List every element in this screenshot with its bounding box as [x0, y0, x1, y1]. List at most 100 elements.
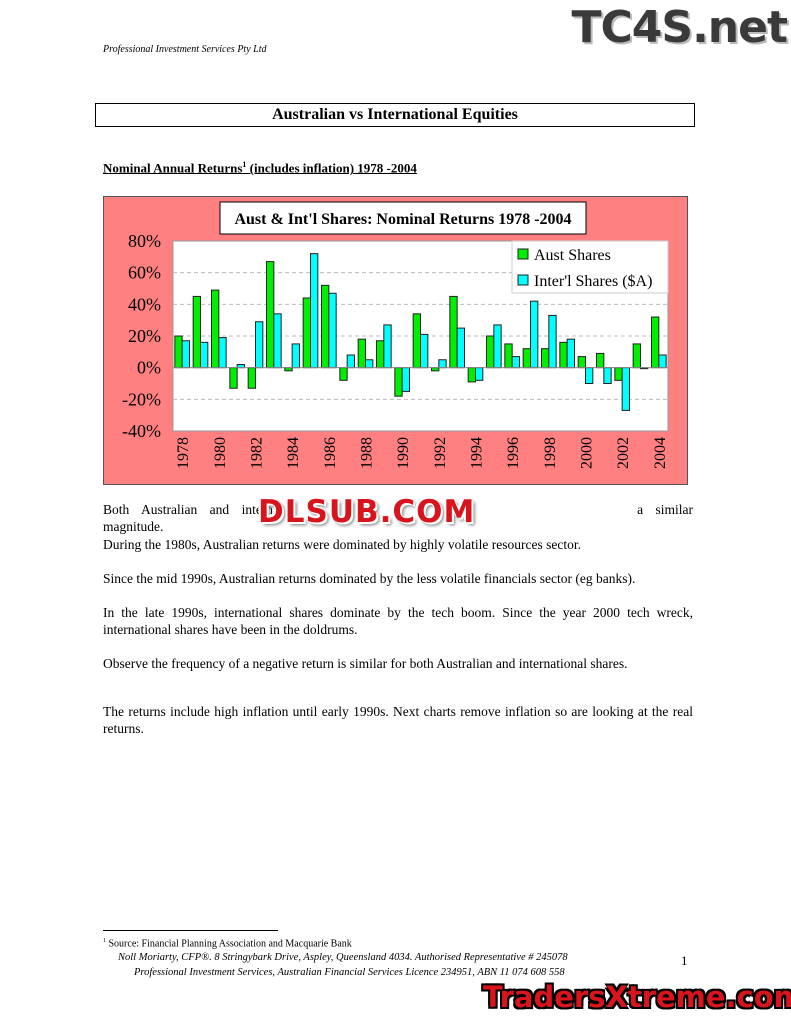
bar-aust-1978	[174, 335, 183, 369]
bar-intl-1994	[475, 367, 484, 381]
header-company: Professional Investment Services Pty Ltd	[103, 44, 267, 55]
paragraph-6: The returns include high inflation until…	[103, 704, 693, 736]
footer-line-1: Noll Moriarty, CFP®. 8 Stringybark Drive…	[118, 952, 568, 963]
x-tick-label: 1980	[212, 437, 229, 469]
footnote-text: Source: Financial Planning Association a…	[108, 938, 352, 950]
y-tick-label: -20%	[122, 389, 161, 409]
x-tick-label: 2004	[652, 437, 669, 469]
bar-intl-1990	[401, 367, 410, 392]
y-tick-label: -40%	[122, 421, 161, 441]
bar-intl-1985	[310, 253, 319, 369]
y-tick-label: 60%	[128, 263, 161, 283]
bar-aust-1989	[376, 340, 385, 369]
bar-intl-1988	[365, 359, 374, 369]
watermark-tc4s: TC4S.net	[571, 2, 788, 53]
bar-intl-2002	[621, 367, 631, 411]
paragraph-3: Since the mid 1990s, Australian returns …	[103, 571, 636, 586]
bar-aust-1996	[504, 343, 513, 369]
bar-aust-1997	[522, 348, 531, 369]
paragraph-2: During the 1980s, Australian returns wer…	[103, 537, 582, 552]
bar-aust-1990	[394, 367, 403, 397]
legend-box	[511, 240, 669, 294]
bar-aust-1993	[449, 295, 458, 369]
bar-aust-1986	[321, 284, 330, 369]
bar-intl-1992	[438, 359, 447, 369]
x-tick-label: 1992	[432, 437, 449, 469]
bar-aust-2001	[596, 352, 605, 369]
section-heading: Nominal Annual Returns1 (includes inflat…	[103, 160, 417, 176]
x-tick-label: 1996	[505, 437, 522, 469]
bar-aust-1988	[357, 338, 367, 369]
bar-intl-2004	[658, 354, 667, 369]
legend-label: Aust Shares	[534, 247, 611, 264]
x-tick-label: 2000	[579, 437, 596, 469]
chart-title-box	[219, 201, 587, 235]
bar-aust-1991	[412, 313, 421, 369]
y-tick-label: 80%	[128, 231, 161, 251]
bar-aust-1999	[559, 341, 568, 369]
footer-line-2: Professional Investment Services, Austra…	[134, 967, 565, 978]
bar-intl-1982	[255, 321, 264, 369]
paragraph-1-start: Both Australian and interna	[103, 502, 280, 517]
bar-aust-1982	[247, 367, 257, 389]
footnote-ref: 1	[242, 160, 247, 169]
paragraph-4: In the late 1990s, international shares …	[103, 605, 693, 637]
bar-aust-1983	[266, 261, 275, 369]
paragraph-1-end: a similar magnitude.	[103, 502, 693, 534]
bar-aust-2002	[614, 367, 623, 381]
legend-swatch	[517, 248, 529, 260]
bar-intl-1980	[218, 337, 227, 369]
bar-intl-1997	[530, 300, 539, 369]
x-tick-label: 1990	[395, 437, 412, 469]
bar-intl-1987	[346, 354, 356, 369]
bar-intl-1983	[273, 313, 282, 369]
bar-aust-2000	[577, 356, 586, 369]
paragraph-1: Both Australian and interna a similar mag…	[103, 501, 693, 535]
bar-intl-1999	[566, 338, 575, 369]
chart-title: Aust & Int'l Shares: Nominal Returns 197…	[234, 211, 571, 228]
bar-intl-1998	[548, 314, 557, 369]
returns-chart: 80% 60% 40% 20% 0% -20% -40% 1978 1980 1982 1984 19…	[122, 201, 669, 469]
paragraph-5: Observe the frequency of a negative retu…	[103, 656, 628, 671]
bar-aust-1979	[192, 295, 201, 369]
bar-aust-1994	[467, 367, 476, 383]
y-tick-label: 20%	[128, 326, 161, 346]
y-tick-label: 0%	[137, 358, 161, 378]
bar-intl-1986	[328, 292, 337, 369]
bar-aust-1995	[486, 335, 495, 369]
bar-intl-1995	[493, 324, 502, 369]
bar-aust-1981	[229, 367, 238, 389]
section-heading-text: Nominal Annual Returns	[103, 160, 243, 176]
x-tick-label: 2002	[615, 437, 632, 469]
bar-aust-2003	[632, 343, 642, 369]
legend-label: Inter'l Shares ($A)	[534, 273, 652, 290]
footnote-mark: 1	[103, 938, 106, 944]
bar-intl-1989	[383, 324, 392, 369]
bar-aust-1987	[339, 367, 348, 381]
watermark-tradersxtreme: TradersXtreme.com	[483, 980, 791, 1014]
bar-intl-1996	[511, 356, 520, 369]
bar-aust-1998	[541, 348, 550, 369]
page-title: Australian vs International Equities	[95, 103, 695, 127]
footnote-divider	[103, 930, 278, 931]
x-tick-label: 1988	[359, 437, 376, 469]
x-tick-label: 1998	[542, 437, 559, 469]
legend-swatch	[517, 274, 529, 286]
bar-aust-2004	[651, 316, 660, 369]
page-number: 1	[681, 953, 688, 968]
bar-intl-1993	[456, 327, 465, 369]
x-tick-label: 1994	[469, 437, 486, 469]
bar-intl-1979	[200, 341, 209, 369]
bar-intl-1984	[291, 343, 301, 369]
bar-intl-1991	[420, 333, 429, 369]
x-tick-label: 1986	[322, 437, 339, 469]
footnote: 1 Source: Financial Planning Association…	[103, 938, 352, 949]
bar-intl-2001	[603, 367, 612, 385]
y-tick-label: 40%	[128, 294, 161, 314]
watermark-dlsub: DLSUB.COM	[258, 494, 476, 530]
bar-intl-1978	[181, 340, 190, 369]
x-tick-label: 1982	[249, 437, 266, 469]
x-tick-label: 1984	[285, 437, 302, 469]
x-tick-label: 1978	[175, 437, 192, 469]
